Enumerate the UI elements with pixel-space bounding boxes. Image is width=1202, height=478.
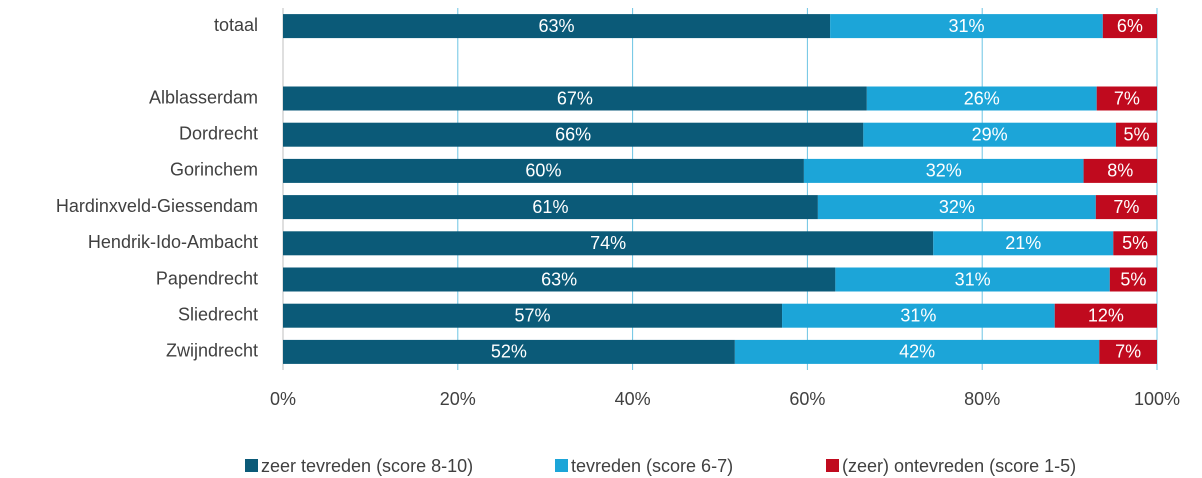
data-label: 12% [1088,305,1124,325]
legend-swatch [245,459,258,472]
data-label: 57% [515,305,551,325]
data-label: 32% [926,161,962,181]
bar-segment [1099,339,1157,364]
data-label: 8% [1107,161,1133,181]
data-label: 7% [1114,88,1140,108]
data-label: 5% [1120,269,1146,289]
x-tick-label: 80% [964,389,1000,409]
y-tick-label: Hardinxveld-Giessendam [56,196,258,216]
data-label: 7% [1115,342,1141,362]
data-label: 26% [964,88,1000,108]
bar-segment [866,86,1097,111]
data-label: 5% [1122,233,1148,253]
data-label: 63% [539,16,575,36]
bar-segment [863,122,1116,147]
bar-segment [1109,267,1157,292]
bar-segment [830,14,1103,39]
data-label: 63% [541,269,577,289]
bar-segment [782,303,1055,328]
bar-segment [933,231,1114,256]
data-label: 42% [899,342,935,362]
legend-swatch [826,459,839,472]
y-tick-label: Dordrecht [179,123,258,143]
bar-segment [283,339,735,364]
bar-segment [803,158,1084,183]
bar-segment [1113,231,1157,256]
data-label: 5% [1123,124,1149,144]
bar-segment [1095,195,1157,220]
data-label: 31% [955,269,991,289]
y-tick-label: Alblasserdam [149,87,258,107]
data-label: 67% [557,88,593,108]
bar-segment [283,122,864,147]
x-tick-label: 0% [270,389,296,409]
legend-label: tevreden (score 6-7) [571,456,733,476]
x-tick-label: 60% [789,389,825,409]
data-label: 21% [1005,233,1041,253]
data-label: 31% [948,16,984,36]
bar-segment [1115,122,1157,147]
x-tick-label: 20% [440,389,476,409]
data-label: 31% [900,305,936,325]
x-tick-label: 100% [1134,389,1180,409]
data-label: 74% [590,233,626,253]
data-label: 32% [939,197,975,217]
bar-segment [1054,303,1157,328]
bar-segment [283,195,818,220]
y-tick-label: Hendrik-Ido-Ambacht [88,232,258,252]
bar-segment [1083,158,1157,183]
y-tick-label: Sliedrecht [178,304,258,324]
bar-segment [283,158,804,183]
y-tick-label: Zwijndrecht [166,341,258,361]
legend-swatch [555,459,568,472]
y-tick-label: Gorinchem [170,160,258,180]
data-label: 7% [1113,197,1139,217]
bar-segment [283,267,836,292]
legend-label: zeer tevreden (score 8-10) [261,456,473,476]
bar-segment [734,339,1100,364]
y-tick-label: totaal [214,15,258,35]
data-label: 66% [555,124,591,144]
y-tick-label: Papendrecht [156,268,258,288]
data-label: 61% [532,197,568,217]
data-label: 52% [491,342,527,362]
legend-label: (zeer) ontevreden (score 1-5) [842,456,1076,476]
bar-segment [817,195,1096,220]
x-tick-label: 40% [615,389,651,409]
bar-segment [1096,86,1157,111]
bar-segment [835,267,1110,292]
bar-segment [283,14,831,39]
data-label: 29% [972,124,1008,144]
data-label: 60% [525,161,561,181]
bar-segment [283,86,867,111]
data-label: 6% [1117,16,1143,36]
bar-segment [283,231,934,256]
bar-segment [1102,14,1157,39]
bar-segment [283,303,783,328]
